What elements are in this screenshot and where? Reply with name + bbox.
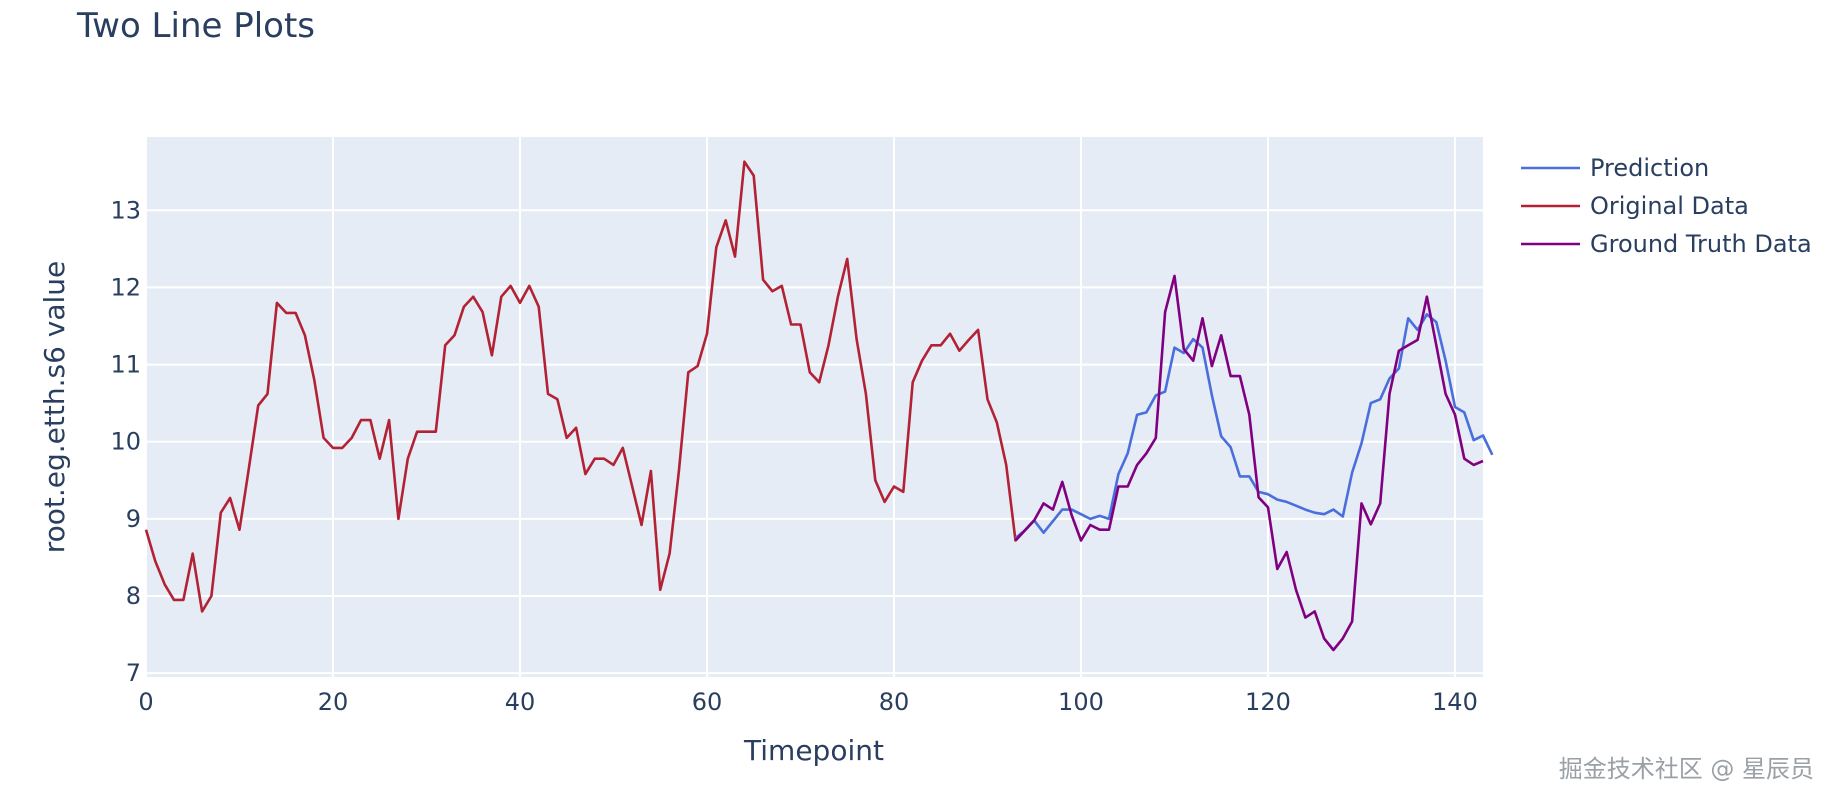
y-tick-label: 9	[126, 505, 141, 533]
legend-label: Prediction	[1590, 154, 1709, 182]
legend-label: Ground Truth Data	[1590, 230, 1812, 258]
series-line-original-data	[144, 160, 1036, 613]
x-tick-label: 0	[138, 688, 153, 716]
y-tick-label: 12	[110, 273, 141, 301]
series-lines	[144, 160, 1494, 652]
series-line-ground-truth-data	[1014, 274, 1484, 652]
y-tick-labels: 7 8 9 10 11 12 13	[110, 196, 141, 687]
x-tick-label: 140	[1432, 688, 1478, 716]
gridlines	[145, 137, 1483, 677]
legend[interactable]: Prediction Original Data Ground Truth Data	[1521, 154, 1812, 258]
y-tick-label: 11	[110, 351, 141, 379]
x-tick-label: 80	[879, 688, 910, 716]
series-line-prediction	[1014, 313, 1494, 540]
legend-label: Original Data	[1590, 192, 1749, 220]
y-tick-label: 13	[110, 196, 141, 224]
x-tick-label: 100	[1058, 688, 1104, 716]
legend-item-original-data[interactable]: Original Data	[1521, 192, 1749, 220]
y-axis-title: root.eg.etth.s6 value	[38, 261, 71, 554]
x-tick-label: 60	[692, 688, 723, 716]
chart-title: Two Line Plots	[76, 6, 315, 46]
x-tick-labels: 0 20 40 60 80 100 120 140	[138, 688, 1477, 716]
x-tick-label: 20	[318, 688, 349, 716]
x-axis-title: Timepoint	[743, 734, 884, 767]
x-tick-label: 120	[1245, 688, 1291, 716]
x-tick-label: 40	[505, 688, 536, 716]
plot-area	[146, 137, 1483, 677]
watermark-text: 掘金技术社区 @ 星辰员	[1558, 755, 1814, 783]
y-tick-label: 7	[126, 659, 141, 687]
y-tick-label: 8	[126, 582, 141, 610]
legend-item-ground-truth-data[interactable]: Ground Truth Data	[1521, 230, 1812, 258]
y-tick-label: 10	[110, 428, 141, 456]
legend-item-prediction[interactable]: Prediction	[1521, 154, 1709, 182]
